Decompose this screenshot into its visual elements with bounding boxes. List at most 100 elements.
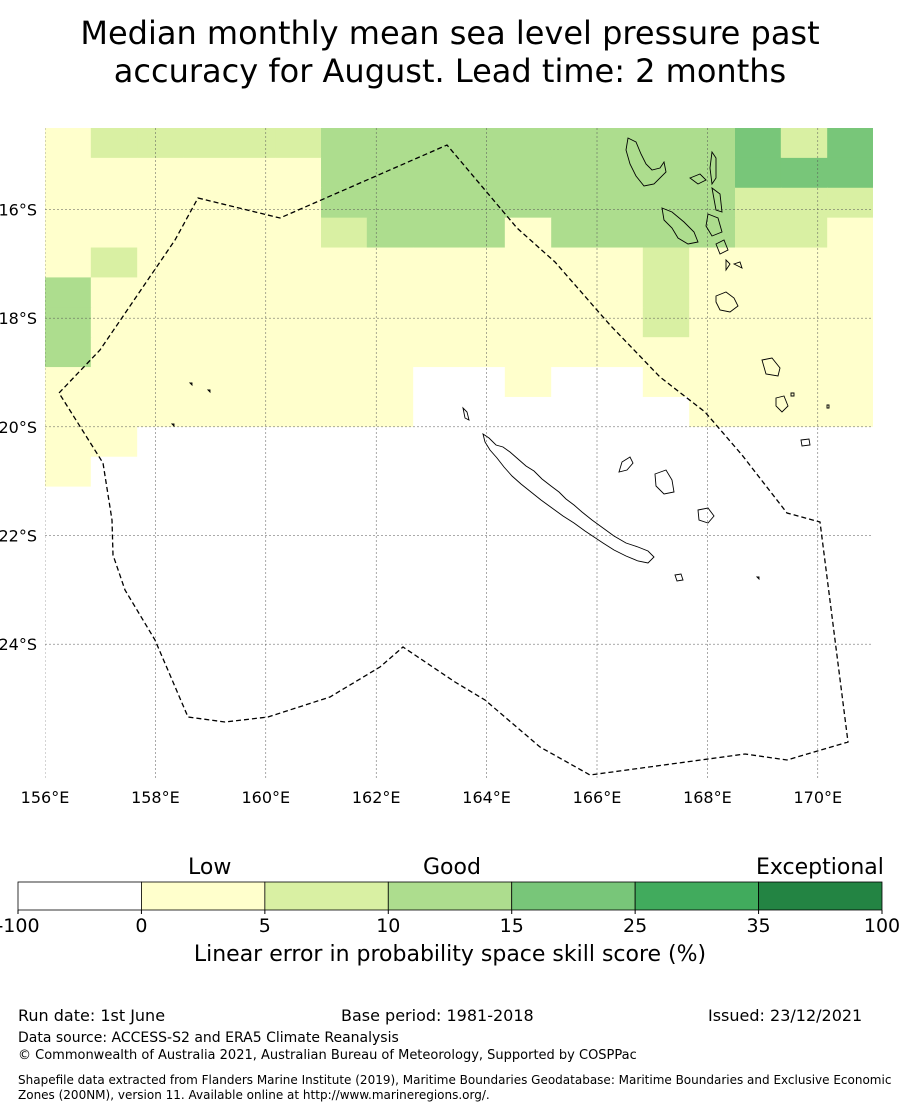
skill-cell (183, 247, 230, 279)
skill-cell (45, 486, 92, 518)
skill-cell (551, 128, 598, 159)
skill-cell (504, 337, 552, 368)
skill-cell (45, 187, 92, 219)
vanuatu-northern-islands (689, 150, 723, 237)
skill-cell (459, 337, 506, 368)
skill-cell (780, 456, 828, 488)
skill-cell (183, 157, 230, 189)
skill-cell (642, 157, 690, 189)
skill-cell (504, 367, 552, 398)
skill-cell (597, 367, 644, 398)
skill-cell (551, 217, 598, 249)
skill-cell (275, 367, 322, 398)
skill-cell (137, 396, 184, 428)
skill-cell (183, 187, 230, 219)
skill-cell (137, 157, 184, 189)
colorbar-tick-label: 10 (376, 915, 400, 936)
skill-cell (551, 367, 598, 398)
small-islets (170, 382, 830, 581)
skill-cell (366, 367, 414, 398)
skill-cell (827, 367, 873, 398)
skill-cell (459, 426, 506, 458)
skill-cell (366, 337, 414, 368)
skill-cell (780, 426, 828, 458)
skill-cell (275, 307, 322, 338)
skill-cell (321, 187, 368, 219)
skill-cell (90, 307, 138, 338)
skill-cell (321, 456, 368, 488)
run-date: Run date: 1st June (18, 1006, 166, 1025)
skill-cell (504, 157, 552, 189)
base-period: Base period: 1981-2018 (341, 1006, 534, 1025)
skill-cell (183, 277, 230, 308)
skill-cell (504, 128, 552, 159)
data-source: Data source: ACCESS-S2 and ERA5 Climate … (18, 1030, 399, 1046)
skill-cell (597, 157, 644, 189)
skill-cell (597, 307, 644, 338)
skill-cell (689, 307, 736, 338)
skill-cell (780, 486, 828, 518)
skill-cell (321, 307, 368, 338)
isle-of-pines-coastline (674, 573, 684, 582)
skill-cell (321, 426, 368, 458)
skill-cell (413, 426, 460, 458)
skill-cell (551, 247, 598, 279)
skill-cell (780, 247, 828, 279)
skill-cell (689, 337, 736, 368)
skill-cell (551, 337, 598, 368)
colorbar-tick-label: 100 (864, 915, 900, 936)
skill-cell (90, 337, 138, 368)
skill-cell (827, 187, 873, 219)
skill-cell (366, 277, 414, 308)
skill-cell (413, 187, 460, 219)
skill-cell (366, 486, 414, 518)
skill-cell (735, 128, 782, 159)
skill-cell (228, 367, 276, 398)
skill-cell (551, 187, 598, 219)
eez-boundary (58, 144, 849, 776)
skill-cell (321, 337, 368, 368)
skill-cell (735, 157, 782, 189)
skill-cell (275, 128, 322, 159)
skill-cell (735, 367, 782, 398)
skill-cell (275, 157, 322, 189)
skill-cell (735, 396, 782, 428)
longitude-tick-label: 168°E (683, 788, 732, 807)
skill-cell (780, 187, 828, 219)
skill-cell (228, 247, 276, 279)
legend-label-low: Low (188, 855, 232, 880)
skill-cell (689, 217, 736, 249)
skill-cell (183, 396, 230, 428)
skill-cell (597, 187, 644, 219)
skill-cell (827, 217, 873, 249)
skill-cell (689, 128, 736, 159)
skill-cell (551, 456, 598, 488)
colorbar-segment (17, 881, 142, 911)
skill-cell (321, 247, 368, 279)
skill-cell (275, 337, 322, 368)
skill-cell (827, 247, 873, 279)
skill-cell (780, 307, 828, 338)
skill-cell (275, 217, 322, 249)
skill-cell (366, 247, 414, 279)
longitude-tick-label: 170°E (793, 788, 842, 807)
skill-cell (90, 486, 138, 518)
skill-cell (459, 456, 506, 488)
skill-cell (137, 426, 184, 458)
skill-cell (137, 128, 184, 159)
colorbar-segment (387, 881, 513, 911)
skill-cell (504, 217, 552, 249)
skill-cell (413, 247, 460, 279)
skill-cell (413, 337, 460, 368)
skill-cell (827, 456, 873, 488)
skill-cell (137, 486, 184, 518)
skill-cell (642, 247, 690, 279)
skill-cell (597, 426, 644, 458)
skill-cell (689, 426, 736, 458)
colorbar-segment (634, 881, 759, 911)
skill-cell (45, 247, 92, 279)
skill-cell (413, 157, 460, 189)
skill-cell (551, 277, 598, 308)
skill-cell (642, 337, 690, 368)
skill-cell (321, 157, 368, 189)
